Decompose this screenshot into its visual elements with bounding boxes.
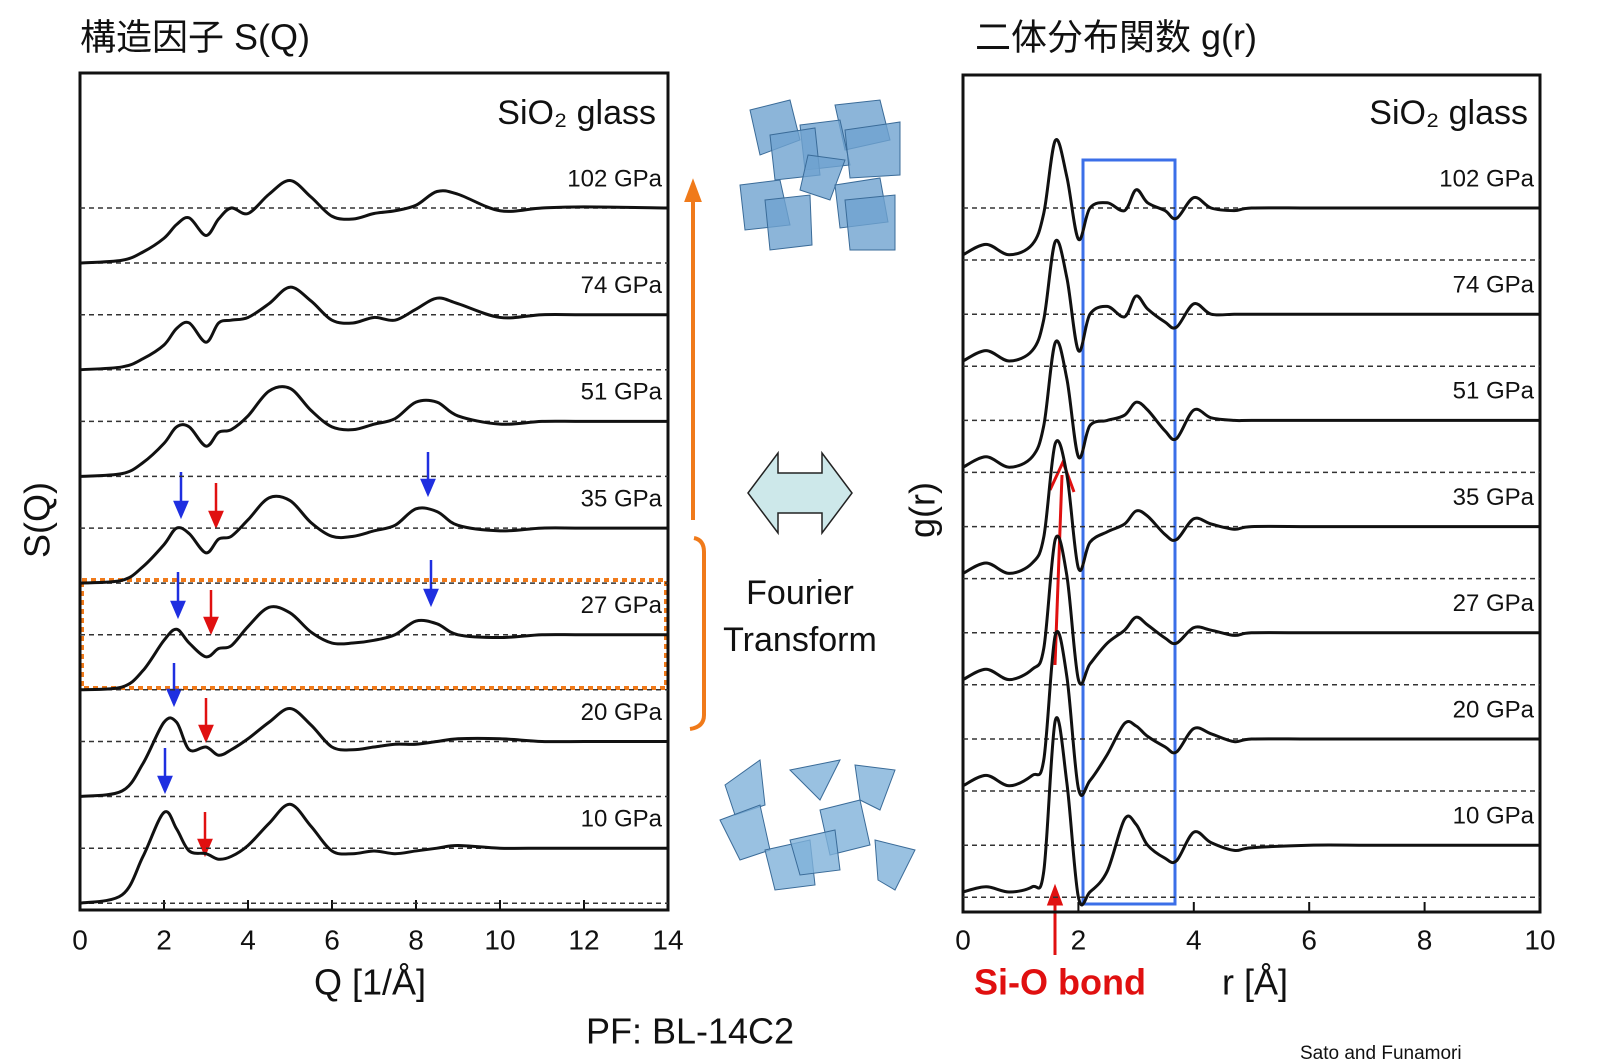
annotation: SiO₂ glass	[497, 94, 656, 132]
x-tick-label: 12	[568, 924, 599, 955]
legend-label: 35 GPa	[581, 485, 663, 512]
x-axis-label: Q [1/Å]	[314, 962, 426, 1003]
x-tick-label: 10	[484, 924, 515, 955]
credit: Sato and Funamori	[1300, 1043, 1462, 1063]
x-tick-label: 0	[955, 924, 971, 955]
crystal-open	[720, 760, 915, 890]
curve	[963, 140, 1540, 255]
y-axis-label: g(r)	[902, 482, 943, 538]
legend-label: 51 GPa	[581, 379, 663, 406]
curves	[963, 140, 1540, 905]
legend-label: 10 GPa	[581, 806, 663, 833]
x-tick-label: 4	[1186, 924, 1202, 955]
x-tick-label: 8	[408, 924, 424, 955]
legend-label: 74 GPa	[581, 272, 663, 299]
x-tick-label: 14	[652, 924, 683, 955]
curve	[80, 180, 668, 263]
x-tick-label: 6	[324, 924, 340, 955]
double-arrow	[748, 453, 852, 533]
annotation: SiO₂ glass	[1369, 94, 1528, 132]
x-tick-label: 2	[156, 924, 172, 955]
legend-label: 102 GPa	[567, 165, 662, 192]
marker-label: Si-O bond	[974, 962, 1146, 1003]
x-tick-label: 10	[1524, 924, 1555, 955]
legend-label: 27 GPa	[581, 592, 663, 619]
figure: Fourier Transform PF: BL-14C2 Sato and F…	[0, 0, 1621, 1063]
x-axis-label: r [Å]	[1222, 962, 1288, 1003]
legend-label: 51 GPa	[1453, 378, 1535, 405]
legend-label: 102 GPa	[1439, 165, 1534, 192]
chart-title: 構造因子 S(Q)	[80, 17, 310, 58]
x-tick-label: 4	[240, 924, 256, 955]
center-text: Fourier	[746, 574, 854, 612]
legend-label: 74 GPa	[1453, 272, 1535, 299]
legend-label: 20 GPa	[1453, 696, 1535, 723]
legend-label: 27 GPa	[1453, 590, 1535, 617]
pressure-range-arrows	[687, 184, 704, 729]
crystal-dense	[740, 100, 900, 250]
curve	[80, 287, 668, 370]
curve	[963, 240, 1540, 361]
x-tick-label: 6	[1301, 924, 1317, 955]
source: PF: BL-14C2	[586, 1011, 794, 1052]
center-text: Transform	[723, 621, 877, 659]
x-tick-label: 2	[1071, 924, 1087, 955]
legend-label: 35 GPa	[1453, 484, 1535, 511]
x-tick-label: 0	[72, 924, 88, 955]
legend-label: 10 GPa	[1453, 803, 1535, 830]
chart-title: 二体分布関数 g(r)	[975, 17, 1257, 58]
legend-label: 20 GPa	[581, 699, 663, 726]
x-tick-label: 8	[1417, 924, 1433, 955]
y-axis-label: S(Q)	[17, 482, 58, 558]
